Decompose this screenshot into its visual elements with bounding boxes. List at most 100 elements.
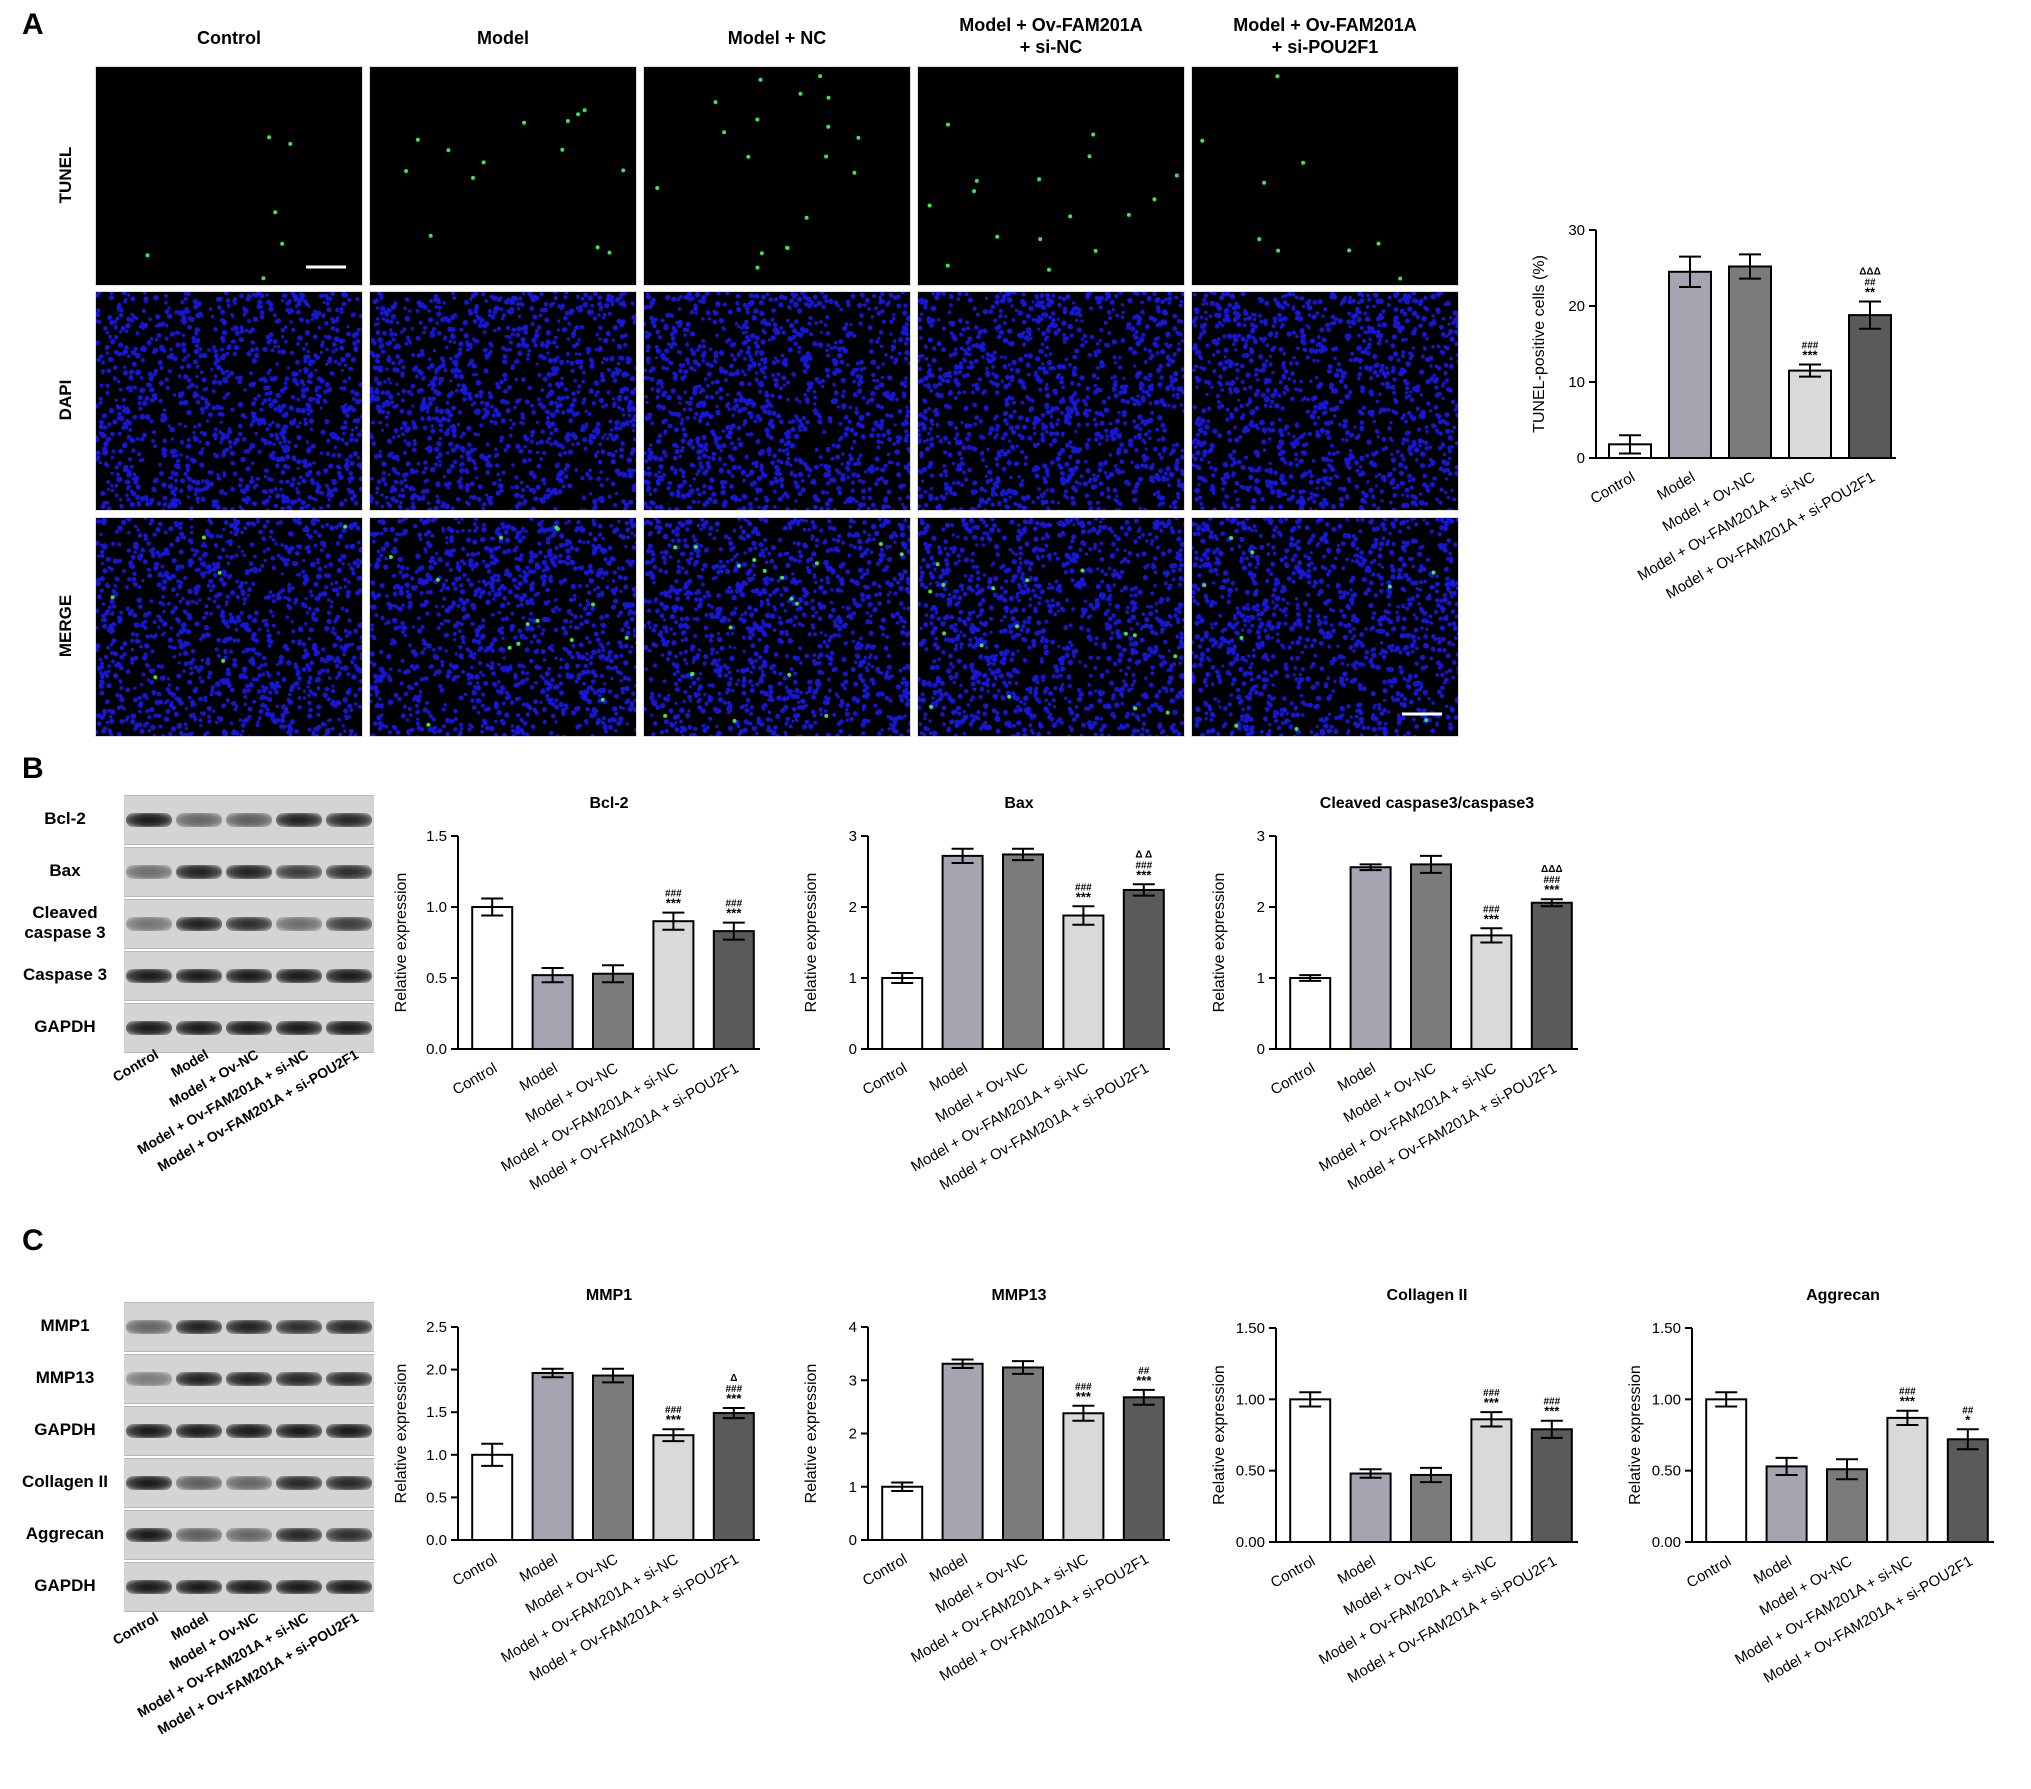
chart-title: Bax <box>1004 795 1033 812</box>
y-tick-label: 1.5 <box>426 1404 447 1421</box>
blot-row-label: MMP13 <box>35 1368 95 1387</box>
y-tick-label: 1 <box>1257 970 1265 987</box>
blot-band <box>326 1424 372 1438</box>
blot-row <box>124 1302 374 1352</box>
y-tick-label: 2.0 <box>426 1362 447 1379</box>
bar <box>592 972 634 1050</box>
significance-label: *** <box>1802 348 1818 363</box>
y-tick-label: 0 <box>849 1532 857 1549</box>
bar <box>712 930 755 1051</box>
significance-label: *** <box>1484 911 1500 926</box>
blot-band <box>326 1580 372 1594</box>
bar <box>1826 1468 1868 1543</box>
significance-label: *** <box>1900 1394 1916 1409</box>
significance-label: *** <box>1076 889 1092 904</box>
category-label: Model + Ov-FAM201A + si-NC <box>498 1060 681 1176</box>
y-tick-label: 3 <box>849 1372 857 1389</box>
blot-band <box>276 813 322 827</box>
blot-band <box>176 969 222 983</box>
chart-title: Collagen II <box>1387 1287 1468 1304</box>
blot-band <box>126 1580 172 1594</box>
category-label: Model + Ov-FAM201A + si-NC <box>498 1551 681 1667</box>
y-axis-label: Relative expression <box>803 873 820 1013</box>
blot-band <box>226 917 272 931</box>
microscopy-column-header: Model + NC <box>727 28 827 48</box>
microscopy-column-header: Model + Ov-FAM201A + si-POU2F1 <box>1233 15 1417 57</box>
blot-band <box>176 1580 222 1594</box>
blot-band <box>276 1476 322 1490</box>
blot-band <box>226 1528 272 1542</box>
significance-label: ## <box>1962 1405 1974 1416</box>
blot-row-label: MMP1 <box>40 1316 90 1335</box>
bar <box>712 1412 755 1541</box>
bar <box>881 1485 924 1541</box>
y-tick-label: 1.00 <box>1236 1391 1265 1408</box>
chart-title: MMP1 <box>586 1287 632 1304</box>
bar <box>471 1453 514 1542</box>
y-tick-label: 10 <box>1568 374 1585 391</box>
y-tick-label: 2 <box>1257 899 1265 916</box>
blot-band <box>226 1320 272 1334</box>
category-label: Model + Ov-NC <box>523 1551 622 1618</box>
category-label: Model <box>517 1551 561 1586</box>
blot-band <box>176 1476 222 1490</box>
micrograph-merge-4 <box>917 517 1185 737</box>
category-label: Model <box>517 1060 561 1095</box>
micrograph-tunel-3 <box>643 66 911 286</box>
bar <box>531 974 574 1050</box>
microscopy-column-header: Model <box>477 28 529 48</box>
blot-row-label: Bcl-2 <box>44 809 86 828</box>
y-axis-label: Relative expression <box>1627 1365 1644 1505</box>
category-label: Model + Ov-NC <box>933 1551 1032 1618</box>
blot-band <box>226 1424 272 1438</box>
microscopy-row-label: DAPI <box>56 379 75 421</box>
category-label: Model + Ov-NC <box>933 1060 1032 1127</box>
blot-row <box>124 795 374 845</box>
y-axis-label: Relative expression <box>803 1364 820 1504</box>
category-label: Model + Ov-FAM201A + si-NC <box>908 1060 1091 1176</box>
significance-label: ### <box>1543 875 1560 886</box>
micrograph-tunel-4 <box>917 66 1185 286</box>
category-label: Model <box>927 1551 971 1586</box>
micrograph-dapi-1 <box>95 291 363 511</box>
blot-band <box>276 1021 322 1035</box>
y-tick-label: 2 <box>849 899 857 916</box>
significance-label: ** <box>1865 284 1876 299</box>
category-label: Model <box>1751 1553 1795 1588</box>
category-label: Model <box>927 1060 971 1095</box>
blot-band <box>126 1424 172 1438</box>
significance-label: *** <box>1136 1373 1152 1388</box>
y-tick-label: 0.0 <box>426 1041 447 1058</box>
y-tick-label: 1.50 <box>1652 1320 1681 1337</box>
category-label: Model + Ov-FAM201A + si-POU2F1 <box>937 1060 1152 1194</box>
blot-band <box>126 969 172 983</box>
bar <box>1470 1418 1513 1543</box>
significance-label: ## <box>1138 1366 1150 1377</box>
blot-band <box>176 1372 222 1386</box>
category-label: Control <box>450 1060 500 1099</box>
significance-label: ### <box>1075 882 1092 893</box>
bar <box>1122 888 1165 1051</box>
blot-band <box>276 1580 322 1594</box>
y-tick-label: 0 <box>1577 450 1585 467</box>
y-tick-label: 0.00 <box>1236 1534 1265 1551</box>
y-tick-label: 0 <box>849 1041 857 1058</box>
category-label: Model + Ov-FAM201A + si-POU2F1 <box>1345 1060 1560 1194</box>
blot-band <box>276 1372 322 1386</box>
blot-band <box>126 865 172 879</box>
blot-row-label: GAPDH <box>34 1017 96 1036</box>
category-label: Model <box>1335 1553 1379 1588</box>
blot-band <box>176 813 222 827</box>
significance-label: *** <box>1544 882 1560 897</box>
category-label: Model + Ov-FAM201A + si-POU2F1 <box>1663 469 1878 603</box>
y-tick-label: 20 <box>1568 298 1585 315</box>
significance-label: ### <box>1075 1382 1092 1393</box>
bar <box>1410 1473 1452 1543</box>
y-tick-label: 3 <box>1257 828 1265 845</box>
category-label: Control <box>1684 1553 1734 1592</box>
y-axis-label: Relative expression <box>393 873 410 1013</box>
y-tick-label: 1 <box>849 1479 857 1496</box>
y-tick-label: 1.50 <box>1236 1320 1265 1337</box>
significance-label: * <box>1965 1412 1971 1427</box>
significance-label: ΔΔΔ <box>1541 864 1563 875</box>
